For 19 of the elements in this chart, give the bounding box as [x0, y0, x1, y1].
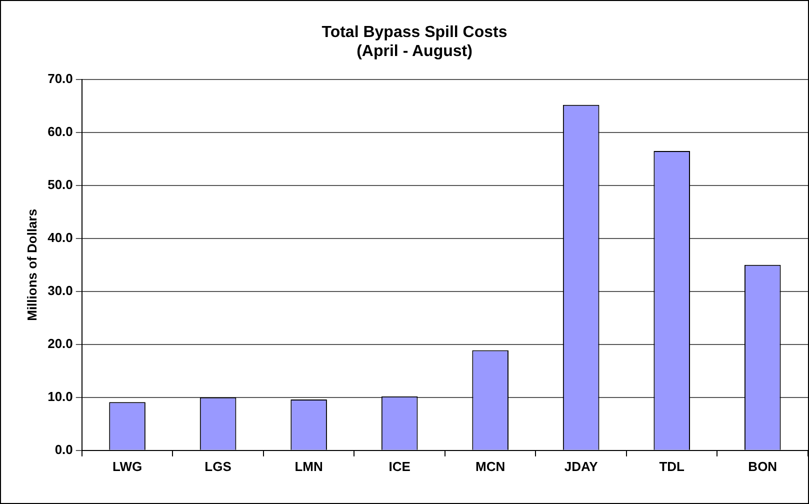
y-axis-title: Millions of Dollars — [24, 208, 40, 321]
x-tick-label: TDL — [659, 458, 685, 474]
x-tick-label: LGS — [204, 458, 232, 474]
text: (April - August) — [356, 43, 472, 60]
y-tick-label: 30.0 — [48, 282, 73, 298]
y-tick-label: 40.0 — [48, 230, 73, 245]
y-tick-label: 70.0 — [48, 70, 73, 86]
x-tick-label: JDAY — [564, 458, 598, 474]
y-tick-label: 0.0 — [54, 442, 73, 457]
x-tick-label: MCN — [476, 458, 506, 474]
x-tick-label: ICE — [388, 458, 411, 474]
x-tick-label: LWG — [112, 458, 142, 474]
y-tick-label: 50.0 — [48, 176, 73, 192]
x-tick-label: BON — [748, 458, 778, 474]
y-tick-label: 20.0 — [48, 336, 73, 351]
text: Total Bypass Spill Costs — [322, 24, 508, 42]
y-tick-label: 60.0 — [48, 124, 73, 139]
y-tick-label: 10.0 — [48, 388, 73, 404]
x-tick-label: LMN — [294, 458, 323, 474]
